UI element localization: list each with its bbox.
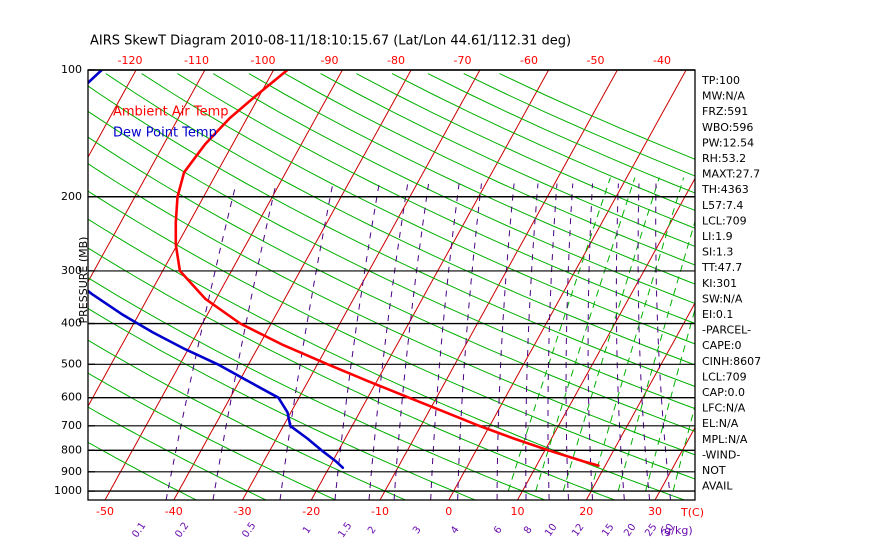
ambient-air-temp-curve	[174, 70, 600, 467]
pressure-tick-700: 700	[61, 419, 82, 432]
pressure-tick-200: 200	[61, 190, 82, 203]
info-item-lfc-n-a: LFC:N/A	[702, 402, 746, 415]
dew-point-temp-curve	[88, 70, 345, 469]
info-item-maxt-27.7: MAXT:27.7	[702, 168, 760, 181]
top-temp-tick--40: -40	[653, 54, 671, 67]
pressure-tick-500: 500	[61, 357, 82, 370]
pressure-tick-1000: 1000	[54, 484, 82, 497]
grid-lines	[88, 70, 695, 500]
pressure-tick-800: 800	[61, 443, 82, 456]
info-item-si-1.3: SI:1.3	[702, 246, 733, 259]
bottom-temp-tick-20: 20	[579, 505, 593, 518]
info-item-avail: AVAIL	[702, 480, 733, 493]
info-item-pw-12.54: PW:12.54	[702, 136, 754, 149]
info-item-cap-0.0: CAP:0.0	[702, 386, 745, 399]
info-item-lcl-709: LCL:709	[702, 370, 747, 383]
top-temp-tick--120: -120	[118, 54, 143, 67]
pressure-axis-label: PRESSURE (MB)	[77, 237, 90, 324]
top-temp-tick--90: -90	[321, 54, 339, 67]
info-item-cinh-8607: CINH:8607	[702, 355, 761, 368]
legend-dew-point-temp: Dew Point Temp	[113, 126, 217, 141]
bottom-temp-tick--10: -10	[371, 505, 389, 518]
bottom-temp-tick-0: 0	[445, 505, 452, 518]
bottom-temp-tick--50: -50	[96, 505, 114, 518]
legend-ambient-air-temp: Ambient Air Temp	[113, 105, 229, 120]
top-temp-tick--50: -50	[587, 54, 605, 67]
mixing-ratio-tick-3: 3	[411, 525, 424, 537]
top-temp-tick--70: -70	[454, 54, 472, 67]
info-item-not: NOT	[702, 464, 726, 477]
info-panel: TP:100 MW:N/A FRZ:591 WBO:596 PW:12.54 RH:53.…	[701, 74, 761, 493]
info-item-th-4363: TH:4363	[701, 183, 749, 196]
mixing-ratio-tick-8: 8	[522, 525, 535, 537]
top-temp-tick--80: -80	[387, 54, 405, 67]
info-item-cape-0: CAPE:0	[702, 339, 742, 352]
mixing-ratio-tick-6: 6	[492, 525, 505, 537]
bottom-temp-tick-10: 10	[511, 505, 525, 518]
plot-frame	[87, 69, 696, 501]
info-item-mpl-n-a: MPL:N/A	[702, 433, 748, 446]
info-item--wind-: -WIND-	[702, 448, 740, 461]
info-item-wbo-596: WBO:596	[702, 121, 753, 134]
temperature-unit-label: T(C)	[680, 506, 704, 519]
pressure-tick-100: 100	[61, 63, 82, 76]
info-item-mw-n-a: MW:N/A	[702, 90, 745, 103]
info-item-sw-n-a: SW:N/A	[702, 292, 743, 305]
info-item-el-n-a: EL:N/A	[702, 417, 739, 430]
pressure-tick-400: 400	[61, 317, 82, 330]
mixing-ratio-tick-1: 1	[301, 525, 314, 537]
bottom-temp-tick--20: -20	[302, 505, 320, 518]
top-temp-tick--110: -110	[184, 54, 209, 67]
isobar-lines	[88, 69, 695, 492]
bottom-temp-tick--40: -40	[165, 505, 183, 518]
page-title: AIRS SkewT Diagram 2010-08-11/18:10:15.6…	[90, 34, 571, 49]
pressure-tick-600: 600	[61, 391, 82, 404]
info-item--parcel-: -PARCEL-	[702, 324, 751, 337]
bottom-temp-tick-30: 30	[648, 505, 662, 518]
info-item-ki-301: KI:301	[702, 277, 737, 290]
sounding-curves	[88, 70, 600, 469]
pressure-tick-900: 900	[61, 465, 82, 478]
info-item-frz-591: FRZ:591	[702, 105, 748, 118]
info-item-rh-53.2: RH:53.2	[702, 152, 746, 165]
mixing-ratio-tick-2: 2	[366, 525, 379, 537]
bottom-temp-tick--30: -30	[234, 505, 252, 518]
info-item-li-1.9: LI:1.9	[702, 230, 733, 243]
mixing-ratio-tick-4: 4	[449, 525, 462, 537]
info-item-ei-0.1: EI:0.1	[702, 308, 733, 321]
info-item-tp-100: TP:100	[701, 74, 740, 87]
info-item-l57-7.4: L57:7.4	[702, 199, 743, 212]
top-temp-tick--100: -100	[251, 54, 276, 67]
pressure-tick-300: 300	[61, 264, 82, 277]
info-item-tt-47.7: TT:47.7	[701, 261, 742, 274]
mixing-ratio-unit-label: (g/kg)	[660, 524, 693, 537]
top-temp-tick--60: -60	[520, 54, 538, 67]
info-item-lcl-709: LCL:709	[702, 214, 747, 227]
